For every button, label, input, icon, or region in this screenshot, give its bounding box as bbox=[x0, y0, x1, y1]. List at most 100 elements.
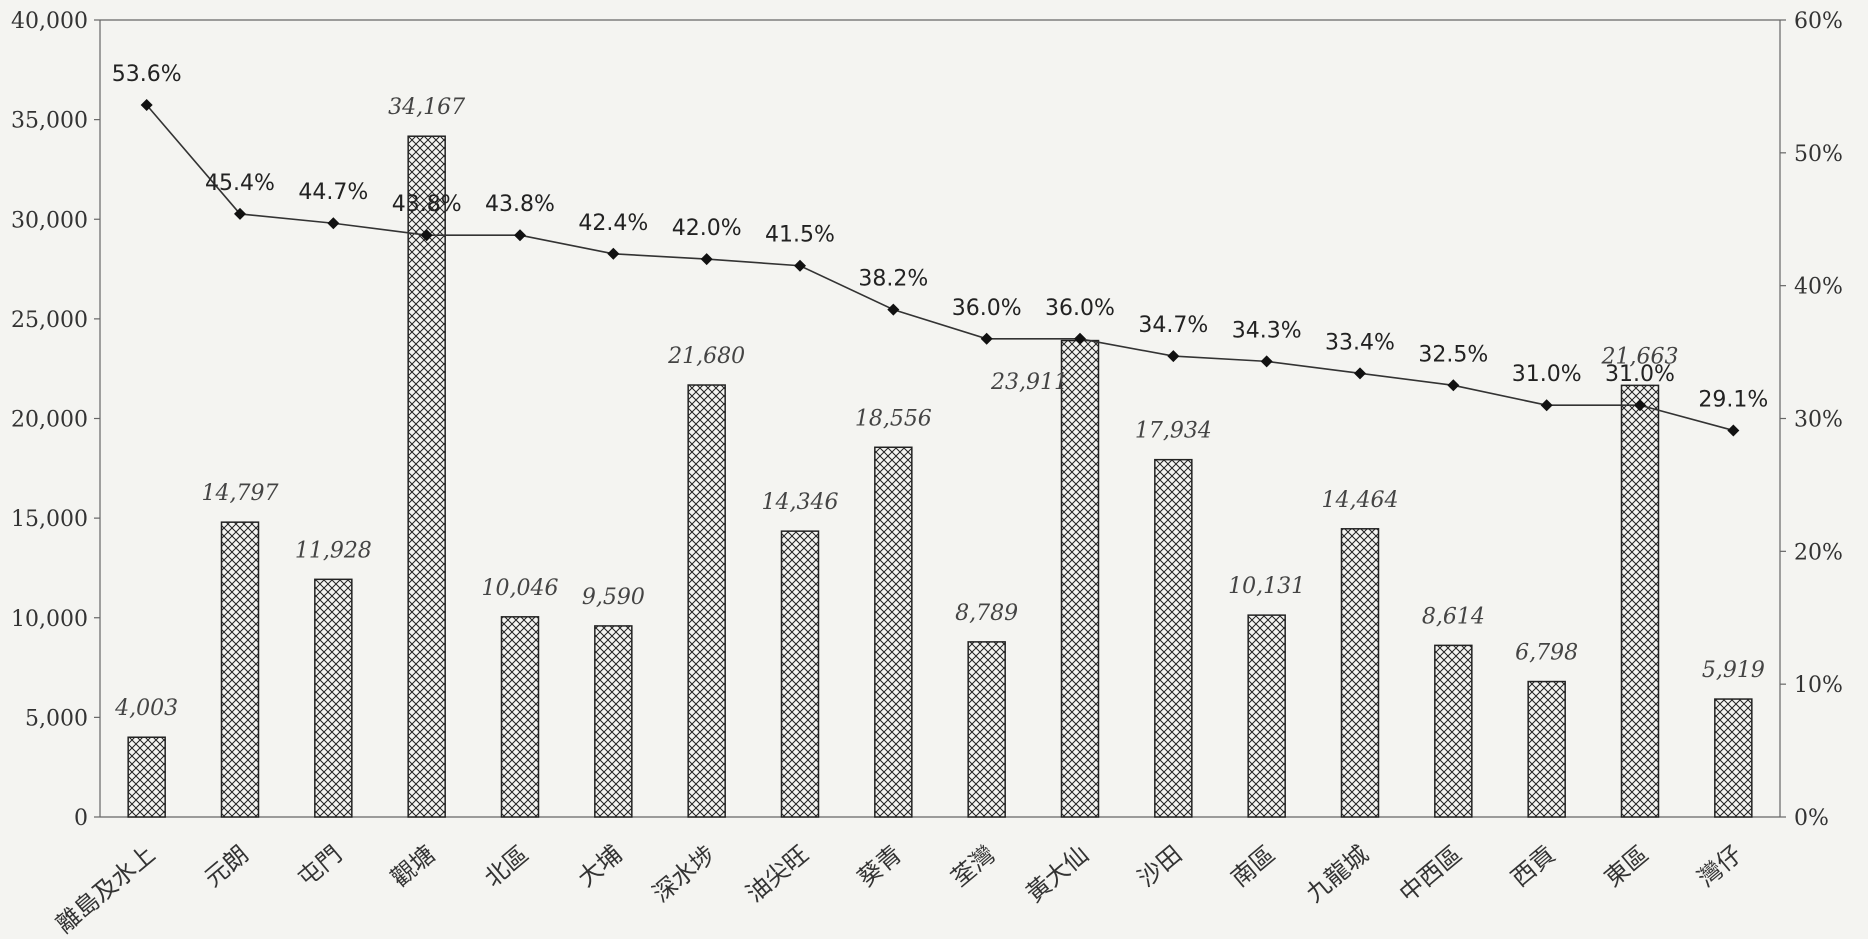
right-tick-label: 20% bbox=[1794, 540, 1843, 565]
left-tick-label: 15,000 bbox=[11, 507, 88, 532]
bar bbox=[1340, 528, 1380, 818]
percent-series-line bbox=[146, 104, 1734, 432]
bar-value-labels: 4,003 14,797 11,928 34,167 10,046 9,590 21,680… bbox=[114, 95, 1765, 721]
category-label: 西貢 bbox=[1506, 840, 1561, 892]
category-label: 沙田 bbox=[1132, 840, 1187, 892]
bar bbox=[1527, 680, 1566, 818]
percent-point bbox=[1540, 399, 1553, 412]
right-tick-label: 10% bbox=[1794, 673, 1843, 698]
category-label: 黃大仙 bbox=[1021, 840, 1094, 908]
percent-point bbox=[327, 217, 340, 230]
bar-value-label: 21,663 bbox=[1601, 344, 1679, 369]
bar bbox=[594, 625, 633, 818]
left-tick-label: 20,000 bbox=[11, 408, 88, 433]
percent-point bbox=[514, 229, 526, 242]
category-label: 屯門 bbox=[292, 840, 347, 892]
bar bbox=[967, 641, 1006, 818]
percent-value-label: 45.4% bbox=[205, 171, 275, 196]
left-tick-label: 0 bbox=[74, 806, 88, 831]
bar-value-label: 23,911 bbox=[990, 370, 1068, 395]
right-tick-label: 40% bbox=[1794, 275, 1843, 300]
bar bbox=[687, 384, 726, 818]
bar bbox=[500, 616, 540, 818]
category-label: 油尖旺 bbox=[741, 840, 814, 908]
bar-value-label: 10,131 bbox=[1228, 574, 1305, 599]
bar-value-label: 8,614 bbox=[1422, 604, 1485, 629]
percent-value-label: 31.0% bbox=[1512, 362, 1582, 387]
left-tick-label: 10,000 bbox=[11, 607, 88, 632]
category-label: 南區 bbox=[1226, 840, 1281, 892]
percent-value-label: 41.5% bbox=[765, 223, 835, 248]
left-tick-label: 5,000 bbox=[25, 706, 88, 731]
bar bbox=[780, 530, 820, 818]
left-axis-ticks: 0 5,000 10,000 15,000 20,000 25,000 30,000 35,0… bbox=[11, 9, 100, 831]
percent-value-label: 34.3% bbox=[1232, 318, 1302, 343]
bar-value-label: 4,003 bbox=[114, 696, 178, 721]
left-tick-label: 30,000 bbox=[11, 208, 88, 233]
left-tick-label: 35,000 bbox=[11, 109, 88, 134]
percent-point bbox=[794, 259, 806, 272]
percent-value-label: 42.0% bbox=[672, 216, 742, 241]
percent-value-label: 32.5% bbox=[1418, 342, 1488, 367]
bar-value-label: 10,046 bbox=[482, 576, 559, 601]
bar-value-label: 9,590 bbox=[582, 585, 645, 610]
percent-value-label: 43.8% bbox=[485, 192, 555, 217]
percent-value-label: 38.2% bbox=[858, 267, 928, 292]
category-label: 灣仔 bbox=[1692, 840, 1747, 892]
bar-value-label: 18,556 bbox=[855, 406, 932, 431]
percent-point bbox=[140, 99, 153, 112]
percent-point bbox=[700, 253, 713, 266]
bar-value-label: 5,919 bbox=[1702, 658, 1765, 683]
left-tick-label: 40,000 bbox=[11, 9, 88, 34]
bar-value-label: 11,928 bbox=[295, 538, 372, 563]
bar bbox=[874, 446, 913, 818]
bar-value-label: 14,346 bbox=[762, 490, 839, 515]
bar-value-label: 14,464 bbox=[1322, 488, 1399, 513]
percent-point bbox=[234, 207, 246, 220]
category-label: 觀塘 bbox=[386, 840, 441, 892]
bar bbox=[314, 578, 353, 818]
bar bbox=[220, 521, 260, 818]
percent-value-label: 29.1% bbox=[1698, 387, 1768, 412]
category-labels: 離島及水上 元朗 屯門 觀塘 北區 大埔 深水埗 油尖旺 葵青 荃灣 黃大仙 沙田 南區 九龍城 中西區 西貢… bbox=[51, 840, 1748, 939]
category-label: 東區 bbox=[1599, 840, 1654, 892]
category-label: 葵青 bbox=[852, 840, 907, 892]
bar-value-label: 17,934 bbox=[1135, 419, 1212, 444]
bar bbox=[1154, 458, 1193, 818]
bar bbox=[1247, 614, 1286, 818]
percent-value-label: 42.4% bbox=[578, 211, 648, 236]
bar-value-label: 6,798 bbox=[1515, 641, 1578, 666]
bar-value-label: 21,680 bbox=[667, 344, 745, 369]
bar bbox=[1714, 698, 1753, 818]
percent-point bbox=[1447, 379, 1460, 392]
bar bbox=[1060, 339, 1100, 818]
percent-point bbox=[1634, 399, 1646, 412]
category-label: 元朗 bbox=[199, 840, 254, 892]
percent-value-label: 43.8% bbox=[392, 192, 462, 217]
percent-point bbox=[887, 303, 900, 316]
percent-labels: 53.6% 45.4% 44.7% 43.8% 43.8% 42.4% 42.0% 41.5%… bbox=[112, 62, 1769, 412]
category-label: 九龍城 bbox=[1301, 840, 1374, 908]
percent-value-label: 36.0% bbox=[1045, 296, 1115, 321]
category-label: 離島及水上 bbox=[51, 840, 161, 939]
category-label: 大埔 bbox=[572, 840, 627, 892]
right-axis-ticks: 0% 10% 20% 30% 40% 50% 60% bbox=[1780, 9, 1843, 831]
percent-value-label: 36.0% bbox=[952, 296, 1022, 321]
percent-point bbox=[607, 247, 620, 260]
right-tick-label: 50% bbox=[1794, 142, 1843, 167]
bars bbox=[127, 135, 1753, 818]
percent-point bbox=[420, 229, 433, 242]
bar-value-label: 34,167 bbox=[388, 95, 465, 120]
percent-point bbox=[1260, 355, 1273, 368]
percent-value-label: 31.0% bbox=[1605, 362, 1675, 387]
category-label: 深水埗 bbox=[647, 840, 720, 908]
category-label: 北區 bbox=[479, 840, 534, 892]
right-tick-label: 30% bbox=[1794, 408, 1843, 433]
percent-value-label: 44.7% bbox=[298, 180, 368, 205]
category-label: 中西區 bbox=[1394, 840, 1467, 908]
percent-point bbox=[980, 332, 993, 345]
right-tick-label: 0% bbox=[1794, 806, 1829, 831]
percent-point bbox=[1727, 424, 1740, 437]
percent-line bbox=[140, 99, 1740, 437]
left-tick-label: 25,000 bbox=[11, 308, 88, 333]
